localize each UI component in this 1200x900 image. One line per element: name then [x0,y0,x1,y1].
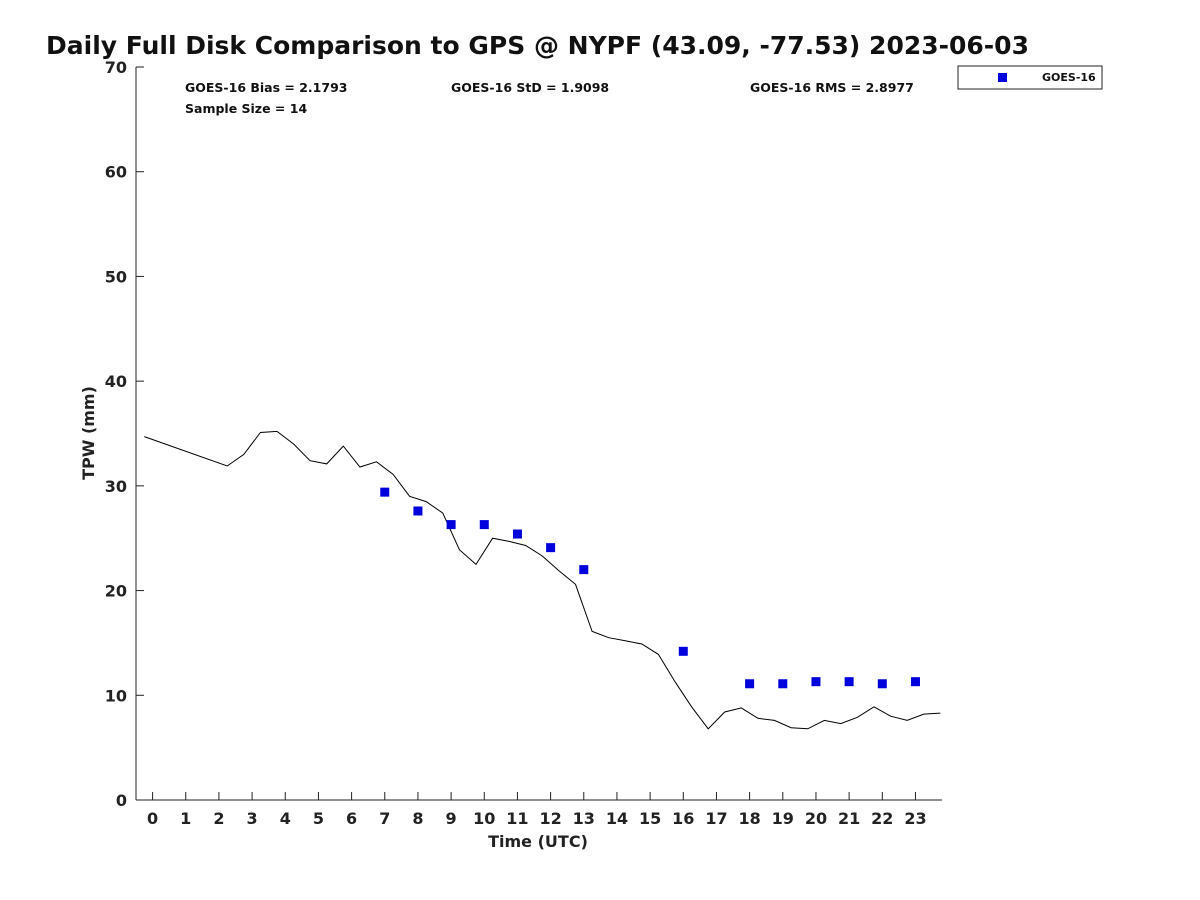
stat-bias: GOES-16 Bias = 2.1793 [185,80,347,95]
x-tick-label: 15 [639,809,661,828]
stat-std: GOES-16 StD = 1.9098 [451,80,609,95]
goes16-point [512,529,522,539]
y-tick-label: 30 [105,477,127,496]
x-tick-label: 22 [871,809,893,828]
x-tick-label: 18 [738,809,760,828]
goes16-point [910,677,920,687]
goes16-point [446,520,456,530]
goes16-point [413,506,423,516]
y-tick-label: 10 [105,686,127,705]
goes16-point [778,679,788,689]
x-tick-label: 14 [606,809,628,828]
y-tick-label: 60 [105,163,127,182]
x-axis-label: Time (UTC) [488,832,588,851]
y-tick-label: 50 [105,267,127,286]
legend-label: GOES-16 [1042,71,1096,84]
y-ticks: 0 10 20 30 40 50 60 70 [105,58,144,810]
stats-block: GOES-16 Bias = 2.1793 GOES-16 StD = 1.90… [185,80,914,116]
goes16-point [877,679,887,689]
x-ticks: 0 1 2 3 4 5 6 7 8 9 10 11 12 13 14 15 16 17 18 19 20 21 22 23 [147,792,927,828]
legend-box [957,65,1103,90]
y-tick-label: 20 [105,582,127,601]
x-tick-label: 0 [147,809,158,828]
goes16-point [844,677,854,687]
series-layer [144,430,941,730]
legend: GOES-16 [957,65,1103,90]
y-tick-label: 0 [116,791,127,810]
x-tick-label: 23 [904,809,926,828]
y-axis-label: TPW (mm) [79,386,98,480]
goes16-point [745,679,755,689]
x-tick-label: 5 [313,809,324,828]
legend-marker [998,73,1007,82]
x-tick-label: 6 [346,809,357,828]
x-tick-label: 16 [672,809,694,828]
x-tick-label: 10 [473,809,495,828]
goes16-point [380,487,390,497]
x-tick-label: 20 [805,809,827,828]
x-tick-label: 8 [412,809,423,828]
goes16-point [811,677,821,687]
x-tick-label: 13 [573,809,595,828]
x-tick-label: 9 [446,809,457,828]
stat-sample-size: Sample Size = 14 [185,101,307,116]
x-tick-label: 4 [280,809,291,828]
x-tick-label: 12 [539,809,561,828]
goes16-point [546,543,556,553]
x-tick-label: 1 [180,809,191,828]
x-tick-label: 21 [838,809,860,828]
x-tick-label: 3 [247,809,258,828]
chart-title: Daily Full Disk Comparison to GPS @ NYPF… [46,31,1029,60]
x-tick-label: 11 [506,809,528,828]
goes16-point [678,646,688,656]
goes16-point [479,520,489,530]
y-tick-label: 40 [105,372,127,391]
x-tick-label: 19 [772,809,794,828]
goes16-point [579,565,589,575]
stat-rms: GOES-16 RMS = 2.8977 [750,80,914,95]
x-tick-label: 17 [705,809,727,828]
x-tick-label: 7 [379,809,390,828]
gps-line [144,430,941,730]
x-tick-label: 2 [213,809,224,828]
y-tick-label: 70 [105,58,127,77]
